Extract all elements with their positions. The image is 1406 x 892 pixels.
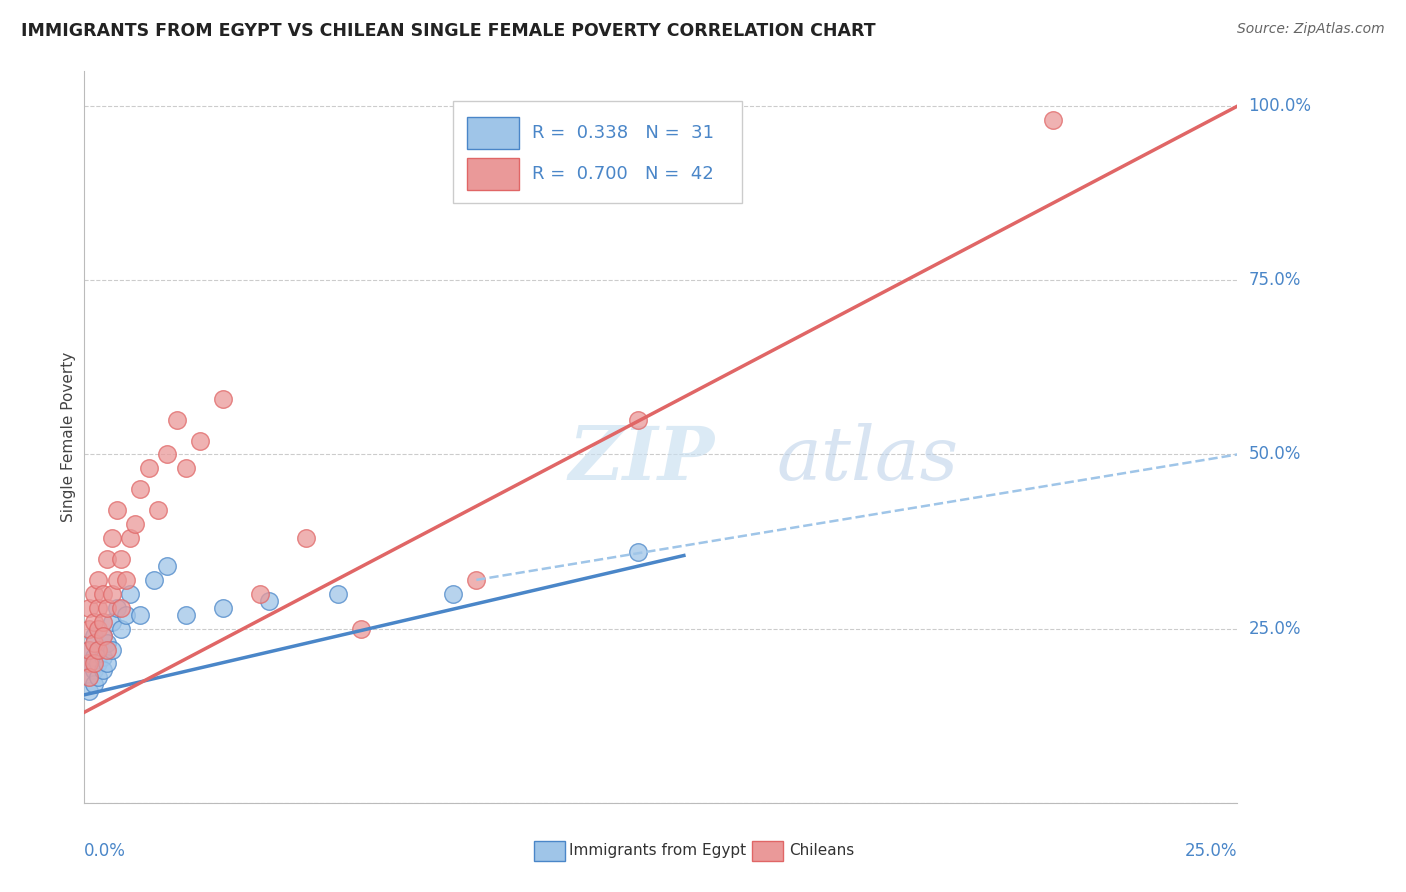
Point xyxy=(128,483,150,497)
Point xyxy=(115,607,138,622)
Point xyxy=(91,649,114,664)
Point xyxy=(96,657,118,671)
Point xyxy=(110,552,132,566)
Point xyxy=(249,587,271,601)
Point xyxy=(87,600,110,615)
FancyBboxPatch shape xyxy=(467,158,519,190)
Point xyxy=(87,573,110,587)
Point xyxy=(166,412,188,426)
Point xyxy=(138,461,160,475)
Point xyxy=(91,664,114,678)
Point xyxy=(146,503,169,517)
Point xyxy=(96,642,118,657)
Point xyxy=(77,670,100,684)
Text: 50.0%: 50.0% xyxy=(1249,445,1301,464)
Text: IMMIGRANTS FROM EGYPT VS CHILEAN SINGLE FEMALE POVERTY CORRELATION CHART: IMMIGRANTS FROM EGYPT VS CHILEAN SINGLE … xyxy=(21,22,876,40)
Point xyxy=(91,629,114,643)
Point xyxy=(77,642,100,657)
Text: 0.0%: 0.0% xyxy=(84,842,127,860)
Text: Source: ZipAtlas.com: Source: ZipAtlas.com xyxy=(1237,22,1385,37)
Point xyxy=(91,615,114,629)
Point xyxy=(441,587,464,601)
Point xyxy=(77,657,100,671)
FancyBboxPatch shape xyxy=(467,117,519,150)
Point xyxy=(627,412,650,426)
Point xyxy=(101,587,124,601)
Point xyxy=(91,629,114,643)
Point xyxy=(156,558,179,573)
Point xyxy=(101,531,124,545)
Point xyxy=(87,657,110,671)
Point xyxy=(83,649,105,664)
Point xyxy=(83,629,105,643)
Point xyxy=(91,587,114,601)
Point xyxy=(105,600,128,615)
Point xyxy=(257,594,280,608)
Point xyxy=(120,531,142,545)
Point xyxy=(294,531,316,545)
Point xyxy=(188,434,211,448)
Point xyxy=(83,664,105,678)
Point xyxy=(96,600,118,615)
Point xyxy=(120,587,142,601)
Point xyxy=(87,670,110,684)
Text: 75.0%: 75.0% xyxy=(1249,271,1301,289)
Text: ZIP: ZIP xyxy=(568,423,714,495)
Point xyxy=(83,677,105,691)
Point xyxy=(211,600,233,615)
Point xyxy=(465,573,488,587)
Point xyxy=(87,622,110,636)
Point xyxy=(87,642,110,657)
Text: Immigrants from Egypt: Immigrants from Egypt xyxy=(569,844,747,858)
Point xyxy=(77,642,100,657)
Text: 100.0%: 100.0% xyxy=(1249,97,1312,115)
Point xyxy=(110,600,132,615)
Point xyxy=(77,657,100,671)
Point xyxy=(96,635,118,649)
Point xyxy=(128,607,150,622)
Point xyxy=(83,587,105,601)
Point xyxy=(174,607,197,622)
Point xyxy=(326,587,349,601)
Point xyxy=(101,615,124,629)
Text: atlas: atlas xyxy=(776,423,959,495)
Point xyxy=(124,517,146,532)
Text: 25.0%: 25.0% xyxy=(1249,620,1301,638)
Point xyxy=(156,448,179,462)
Point xyxy=(83,615,105,629)
Point xyxy=(627,545,650,559)
Point xyxy=(105,503,128,517)
Y-axis label: Single Female Poverty: Single Female Poverty xyxy=(60,352,76,522)
FancyBboxPatch shape xyxy=(453,101,741,203)
Point xyxy=(77,600,100,615)
Point xyxy=(1042,113,1064,128)
Text: 25.0%: 25.0% xyxy=(1185,842,1237,860)
Text: Chileans: Chileans xyxy=(789,844,853,858)
Point xyxy=(77,670,100,684)
Point xyxy=(211,392,233,406)
Point xyxy=(87,642,110,657)
Point xyxy=(77,684,100,698)
Point xyxy=(83,635,105,649)
Point xyxy=(101,642,124,657)
Point xyxy=(105,573,128,587)
Point xyxy=(142,573,165,587)
Text: R =  0.338   N =  31: R = 0.338 N = 31 xyxy=(531,124,714,143)
Text: R =  0.700   N =  42: R = 0.700 N = 42 xyxy=(531,165,713,184)
Point xyxy=(110,622,132,636)
Point xyxy=(77,622,100,636)
Point xyxy=(96,552,118,566)
Point xyxy=(115,573,138,587)
Point xyxy=(174,461,197,475)
Point xyxy=(83,657,105,671)
Point xyxy=(350,622,373,636)
